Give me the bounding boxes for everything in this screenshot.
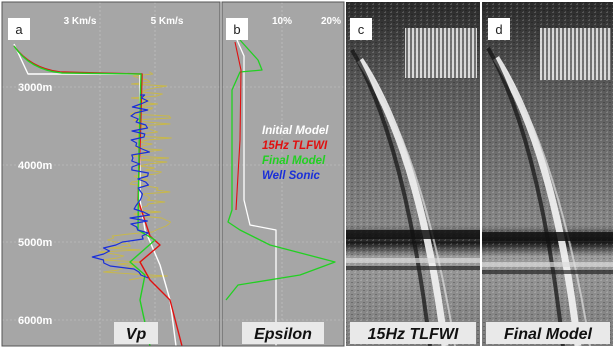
depth-tick-5000: 5000m (18, 237, 52, 249)
vp-tick-3: 3 Km/s (64, 16, 97, 27)
panel-d-salt-body (540, 28, 611, 80)
panel-d-title: Final Model (504, 326, 593, 343)
epsilon-final-curve (225, 39, 336, 301)
legend-final-model: Final Model (262, 155, 326, 167)
depth-tick-6000: 6000m (18, 315, 52, 327)
well-log-curve (97, 71, 172, 281)
legend-initial-model: Initial Model (262, 125, 329, 137)
panel-b-epsilon (222, 2, 344, 346)
final-model-curve (13, 45, 156, 346)
panel-c-seismic (346, 2, 480, 346)
legend: Initial Model 15Hz TLFWI Final Model Wel… (262, 125, 329, 182)
panel-c-letter: c (358, 22, 365, 37)
epsilon-tick-10: 10% (272, 16, 292, 27)
well-sonic-curve (91, 94, 151, 279)
panel-a-letter: a (15, 22, 23, 37)
panel-b-title-box (242, 322, 324, 344)
panel-a-title: Vp (126, 326, 147, 343)
panel-d-letter: d (495, 22, 502, 37)
epsilon-curves (225, 39, 336, 346)
panel-b-letter: b (233, 22, 240, 37)
panel-c-salt-body (405, 28, 477, 78)
panel-a-vp (2, 2, 220, 346)
vp-curves (13, 43, 183, 346)
panel-d-title-box (486, 322, 610, 344)
epsilon-tick-20: 20% (321, 16, 341, 27)
epsilon-tlfwi-curve (234, 41, 242, 211)
panel-c-letter-box (350, 18, 372, 40)
panel-b-title: Epsilon (254, 326, 312, 343)
panel-b-letter-box (226, 18, 248, 40)
panel-b-background (222, 2, 344, 346)
panel-d-seismic (482, 2, 613, 346)
panel-c-title-box (350, 322, 476, 344)
panel-c-title: 15Hz TLFWI (368, 326, 459, 343)
depth-tick-3000: 3000m (18, 82, 52, 94)
panel-a-background (2, 2, 220, 346)
depth-tick-4000: 4000m (18, 160, 52, 172)
panel-a-letter-box (8, 18, 30, 40)
legend-15hz-tlfwi: 15Hz TLFWI (262, 140, 328, 152)
panel-d-letter-box (488, 18, 510, 40)
legend-well-sonic: Well Sonic (262, 170, 321, 182)
epsilon-initial-curve (236, 39, 277, 346)
panel-a-title-box (114, 322, 158, 344)
vp-tick-5: 5 Km/s (151, 16, 184, 27)
